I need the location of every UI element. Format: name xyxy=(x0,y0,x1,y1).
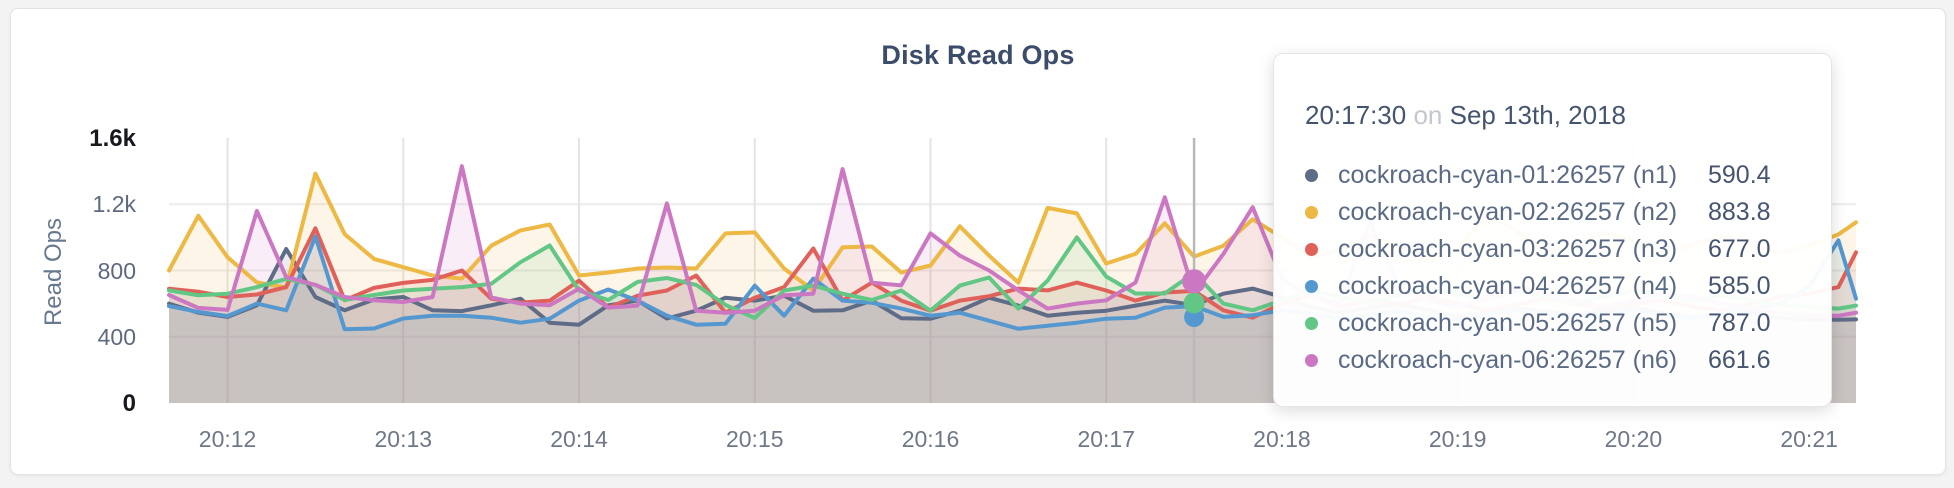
series-color-dot xyxy=(1305,280,1318,293)
series-color-dot xyxy=(1305,206,1318,219)
tooltip-row: cockroach-cyan-06:26257 (n6) 661.6 xyxy=(1305,342,1803,379)
series-color-dot xyxy=(1305,243,1318,256)
chart-title: Disk Read Ops xyxy=(881,40,1075,70)
tooltip-header: 20:17:30 on Sep 13th, 2018 xyxy=(1305,100,1803,131)
x-tick-label: 20:15 xyxy=(725,426,784,452)
series-name: cockroach-cyan-05:26257 (n5) xyxy=(1338,309,1678,337)
tooltip-row: cockroach-cyan-04:26257 (n4) 585.0 xyxy=(1305,268,1803,305)
series-value: 585.0 xyxy=(1708,272,1771,300)
y-tick-label: 1.6k xyxy=(89,125,136,152)
y-tick-label: 800 xyxy=(97,257,136,284)
series-color-dot xyxy=(1305,169,1318,182)
x-tick-label: 20:16 xyxy=(901,426,960,452)
series-color-dot xyxy=(1305,317,1318,330)
y-tick-label: 0 xyxy=(122,390,136,417)
series-value: 677.0 xyxy=(1708,235,1771,263)
series-value: 883.8 xyxy=(1708,198,1771,226)
series-value: 661.6 xyxy=(1708,346,1771,374)
series-name: cockroach-cyan-01:26257 (n1) xyxy=(1338,161,1678,189)
x-tick-label: 20:12 xyxy=(198,426,257,452)
series-name: cockroach-cyan-03:26257 (n3) xyxy=(1338,235,1678,263)
x-tick-label: 20:21 xyxy=(1780,426,1838,452)
x-tick-label: 20:20 xyxy=(1604,426,1663,452)
tooltip-row: cockroach-cyan-05:26257 (n5) 787.0 xyxy=(1305,305,1803,342)
tooltip-rows: cockroach-cyan-01:26257 (n1) 590.4 cockr… xyxy=(1305,157,1803,379)
tooltip-row: cockroach-cyan-03:26257 (n3) 677.0 xyxy=(1305,231,1803,268)
series-name: cockroach-cyan-04:26257 (n4) xyxy=(1338,272,1678,300)
tooltip-on-word: on xyxy=(1413,100,1443,130)
y-tick-label: 400 xyxy=(97,323,136,350)
x-tick-label: 20:13 xyxy=(374,426,433,452)
tooltip-time: 20:17:30 xyxy=(1305,100,1407,130)
y-tick-label: 1.2k xyxy=(92,191,136,218)
x-tick-label: 20:19 xyxy=(1428,426,1487,452)
series-value: 590.4 xyxy=(1708,161,1771,189)
x-tick-label: 20:17 xyxy=(1077,426,1135,452)
tooltip-row: cockroach-cyan-02:26257 (n2) 883.8 xyxy=(1305,194,1803,231)
hover-tooltip: 20:17:30 on Sep 13th, 2018 cockroach-cya… xyxy=(1273,53,1832,407)
series-value: 787.0 xyxy=(1708,309,1771,337)
x-tick-label: 20:14 xyxy=(550,426,608,452)
series-color-dot xyxy=(1305,354,1318,367)
tooltip-row: cockroach-cyan-01:26257 (n1) 590.4 xyxy=(1305,157,1803,194)
series-name: cockroach-cyan-06:26257 (n6) xyxy=(1338,346,1678,374)
tooltip-date: Sep 13th, 2018 xyxy=(1449,100,1626,130)
x-tick-label: 20:18 xyxy=(1253,426,1311,452)
series-name: cockroach-cyan-02:26257 (n2) xyxy=(1338,198,1678,226)
